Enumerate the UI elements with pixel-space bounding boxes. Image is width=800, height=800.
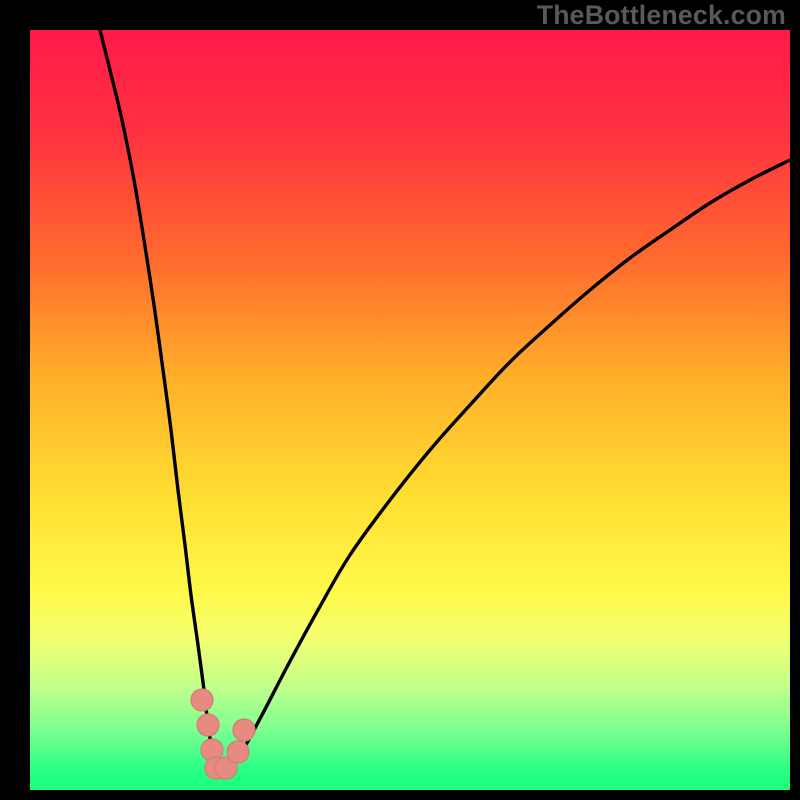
gradient-background [30,30,790,790]
plot-area [30,30,790,790]
data-marker [197,714,219,736]
chart-container: TheBottleneck.com [0,0,800,800]
data-marker [191,689,213,711]
data-marker [233,719,255,741]
data-marker [227,741,249,763]
gradient-plot-svg [30,30,790,790]
watermark-label: TheBottleneck.com [537,0,786,31]
